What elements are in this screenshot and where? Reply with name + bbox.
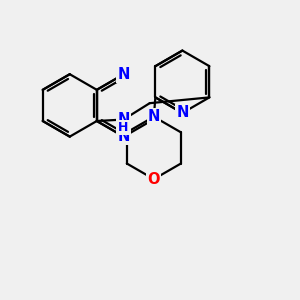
Text: N: N — [176, 106, 189, 121]
Text: N: N — [118, 67, 130, 82]
Text: N: N — [148, 109, 160, 124]
Text: N: N — [117, 112, 130, 127]
Text: H: H — [118, 122, 129, 134]
Text: O: O — [148, 172, 160, 187]
Text: N: N — [118, 129, 130, 144]
